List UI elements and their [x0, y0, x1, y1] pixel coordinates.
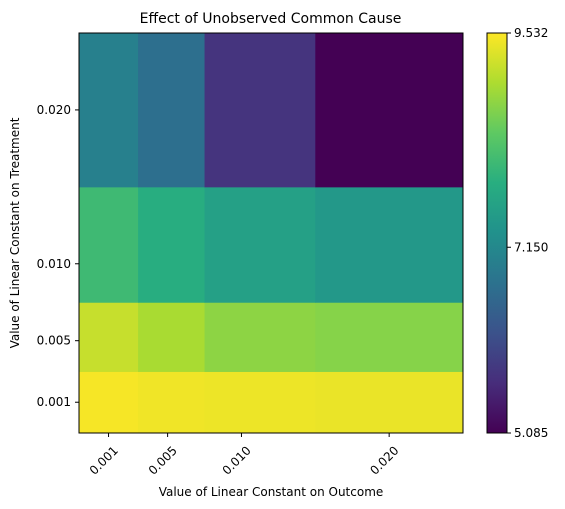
- heatmap-cell: [79, 33, 139, 188]
- heatmap-cell: [79, 371, 139, 434]
- plot-frame: [78, 32, 464, 434]
- heatmap-cell: [315, 371, 464, 434]
- colorbar-tick-label: 9.532: [514, 26, 548, 40]
- heatmap-cell: [315, 33, 464, 188]
- y-axis-ticks: 0.001 0.005 0.010 0.020: [37, 103, 79, 409]
- heatmap-cell: [138, 371, 206, 434]
- colorbar: [486, 32, 508, 434]
- x-tick-label: 0.010: [220, 443, 254, 477]
- colorbar-tick-label: 7.150: [514, 240, 548, 254]
- heatmap-cell: [204, 186, 316, 303]
- heatmap-cell: [79, 186, 139, 303]
- heatmap-cell: [315, 302, 464, 372]
- heatmap-cell: [315, 186, 464, 303]
- y-axis-label: Value of Linear Constant on Treatment: [8, 117, 22, 348]
- colorbar-ticks: 5.085 7.150 9.532: [507, 26, 548, 440]
- heatmap-cell: [204, 33, 316, 188]
- chart-title: Effect of Unobserved Common Cause: [140, 11, 402, 27]
- heatmap-cell: [138, 186, 206, 303]
- heatmap-cell: [79, 302, 139, 372]
- x-axis-ticks: 0.001 0.005 0.010 0.020: [87, 433, 401, 478]
- x-tick-label: 0.001: [87, 443, 121, 477]
- y-tick-label: 0.020: [37, 103, 71, 117]
- colorbar-tick-label: 5.085: [514, 426, 548, 440]
- x-axis-label: Value of Linear Constant on Outcome: [159, 485, 384, 499]
- y-tick-label: 0.010: [37, 257, 71, 271]
- heatmap-cell: [138, 33, 206, 188]
- y-tick-label: 0.001: [37, 395, 71, 409]
- heatmap-cell: [204, 371, 316, 434]
- y-tick-label: 0.005: [37, 334, 71, 348]
- x-tick-label: 0.020: [367, 443, 401, 477]
- heatmap-cells: [79, 33, 464, 434]
- heatmap-cell: [204, 302, 316, 372]
- x-tick-label: 0.005: [146, 443, 180, 477]
- heatmap-cell: [138, 302, 206, 372]
